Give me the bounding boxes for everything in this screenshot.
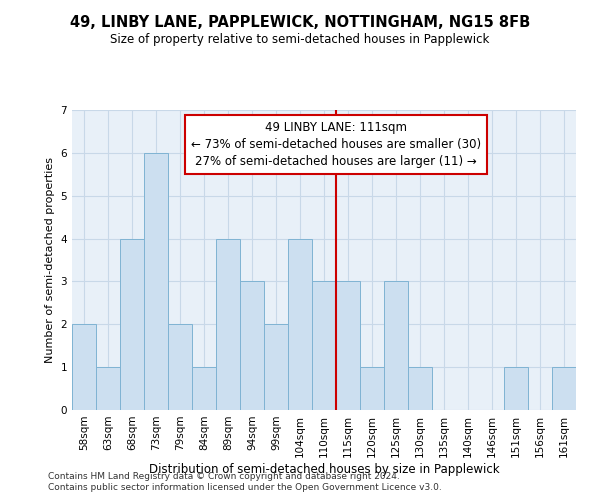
Text: 49 LINBY LANE: 111sqm
← 73% of semi-detached houses are smaller (30)
27% of semi: 49 LINBY LANE: 111sqm ← 73% of semi-deta… [191, 120, 481, 168]
Bar [216, 238, 240, 410]
Bar [288, 238, 312, 410]
X-axis label: Distribution of semi-detached houses by size in Papplewick: Distribution of semi-detached houses by … [149, 462, 499, 475]
Bar [408, 367, 432, 410]
Text: Contains public sector information licensed under the Open Government Licence v3: Contains public sector information licen… [48, 484, 442, 492]
Bar [240, 282, 264, 410]
Bar [264, 324, 288, 410]
Bar [96, 367, 120, 410]
Y-axis label: Number of semi-detached properties: Number of semi-detached properties [45, 157, 55, 363]
Bar [552, 367, 576, 410]
Text: Size of property relative to semi-detached houses in Papplewick: Size of property relative to semi-detach… [110, 32, 490, 46]
Bar [144, 153, 168, 410]
Bar [384, 282, 408, 410]
Bar [360, 367, 384, 410]
Bar [504, 367, 528, 410]
Bar [168, 324, 192, 410]
Bar [72, 324, 96, 410]
Text: Contains HM Land Registry data © Crown copyright and database right 2024.: Contains HM Land Registry data © Crown c… [48, 472, 400, 481]
Bar [336, 282, 360, 410]
Bar [312, 282, 336, 410]
Text: 49, LINBY LANE, PAPPLEWICK, NOTTINGHAM, NG15 8FB: 49, LINBY LANE, PAPPLEWICK, NOTTINGHAM, … [70, 15, 530, 30]
Bar [120, 238, 144, 410]
Bar [192, 367, 216, 410]
